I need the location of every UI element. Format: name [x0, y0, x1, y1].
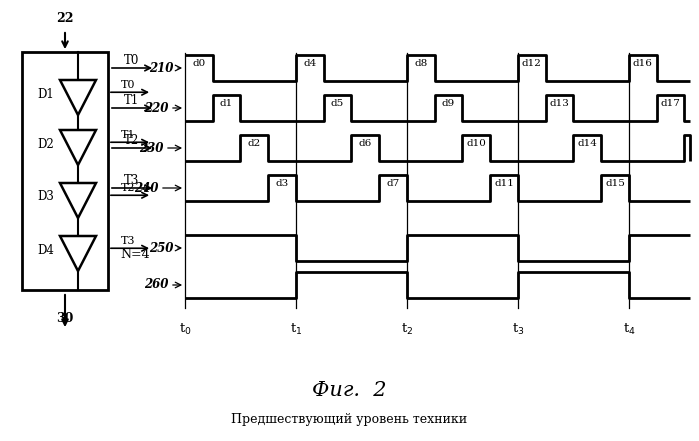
Text: d12: d12 [522, 59, 542, 68]
Text: d16: d16 [633, 59, 653, 68]
Text: T3: T3 [124, 173, 139, 187]
Text: D3: D3 [37, 191, 54, 203]
Text: d15: d15 [605, 179, 625, 188]
Text: d6: d6 [359, 139, 372, 148]
Text: 240: 240 [134, 182, 158, 194]
Text: Предшествующий уровень техники: Предшествующий уровень техники [231, 414, 468, 426]
Text: t$_2$: t$_2$ [401, 322, 413, 337]
Text: T1: T1 [124, 93, 139, 106]
Text: d0: d0 [192, 59, 206, 68]
Text: 30: 30 [57, 311, 73, 325]
Text: T2: T2 [124, 134, 139, 146]
Text: d11: d11 [494, 179, 514, 188]
Text: d17: d17 [661, 99, 681, 108]
Text: d2: d2 [247, 139, 261, 148]
Polygon shape [60, 80, 96, 115]
Text: d8: d8 [415, 59, 428, 68]
Polygon shape [60, 130, 96, 165]
Text: T0: T0 [121, 80, 135, 90]
Text: D2: D2 [37, 138, 54, 150]
Text: t$_3$: t$_3$ [512, 322, 524, 337]
Polygon shape [60, 183, 96, 218]
Text: d3: d3 [275, 179, 289, 188]
Text: d1: d1 [220, 99, 233, 108]
Polygon shape [60, 236, 96, 271]
Text: D4: D4 [37, 243, 54, 257]
Text: D1: D1 [37, 87, 54, 101]
Text: T3: T3 [121, 236, 135, 246]
Text: d5: d5 [331, 99, 344, 108]
Text: Фиг.  2: Фиг. 2 [312, 381, 387, 400]
Text: T0: T0 [124, 53, 139, 67]
Text: t$_0$: t$_0$ [179, 322, 192, 337]
Text: T1: T1 [121, 130, 135, 140]
Bar [22, 52, 108, 290]
Text: 230: 230 [138, 142, 163, 154]
Text: d10: d10 [466, 139, 487, 148]
Text: 22: 22 [56, 11, 74, 25]
Text: d7: d7 [387, 179, 400, 188]
Text: d14: d14 [577, 139, 597, 148]
Text: 250: 250 [149, 242, 173, 254]
Text: 220: 220 [143, 101, 168, 115]
Text: N=4: N=4 [120, 248, 150, 262]
Text: 210: 210 [149, 61, 173, 75]
Text: 260: 260 [143, 279, 168, 292]
Text: t$_1$: t$_1$ [290, 322, 302, 337]
Text: t$_4$: t$_4$ [623, 322, 635, 337]
Text: d13: d13 [549, 99, 570, 108]
Text: T2: T2 [121, 183, 135, 193]
Text: d4: d4 [303, 59, 317, 68]
Text: d9: d9 [442, 99, 455, 108]
